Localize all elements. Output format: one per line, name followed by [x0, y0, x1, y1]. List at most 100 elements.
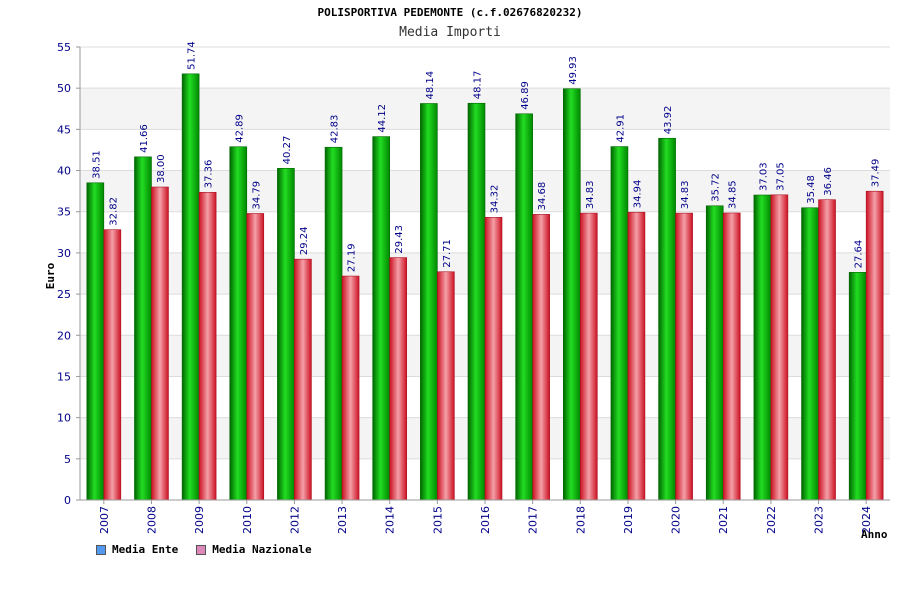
- bar-media-nazionale-2014: [389, 257, 408, 501]
- bar-media-nazionale-2012: [294, 258, 312, 501]
- x-tick-label: 2013: [336, 506, 349, 534]
- data-label: 37.49: [871, 159, 882, 188]
- data-label: 48.17: [473, 71, 484, 100]
- x-tick-label: 2020: [670, 506, 683, 534]
- bar-media-ente-2024: [848, 272, 867, 501]
- data-label: 34.68: [537, 182, 548, 211]
- data-label: 43.92: [663, 106, 674, 135]
- data-label: 38.00: [156, 154, 167, 183]
- y-tick-label: 15: [57, 370, 71, 383]
- bar-media-nazionale-2009: [198, 191, 217, 501]
- chart-title: POLISPORTIVA PEDEMONTE (c.f.02676820232): [317, 6, 583, 19]
- bar-media-ente-2016: [467, 102, 486, 501]
- data-label: 34.79: [251, 181, 262, 210]
- y-tick-label: 10: [57, 412, 71, 425]
- data-label: 42.91: [615, 114, 626, 143]
- bar-media-nazionale-2008: [151, 186, 169, 501]
- data-label: 34.85: [728, 180, 739, 209]
- bar-media-ente-2023: [801, 207, 819, 501]
- data-label: 37.03: [758, 162, 769, 191]
- data-label: 29.24: [299, 227, 310, 256]
- x-tick-label: 2009: [193, 506, 206, 534]
- y-tick-labels: 0 5 10 15 20 25 30 35 40 45 50 55: [57, 41, 71, 507]
- data-label: 35.48: [806, 175, 817, 204]
- legend-swatch: [196, 544, 207, 555]
- x-tick-label: 2008: [145, 506, 158, 534]
- chart-subtitle: Media Importi: [399, 25, 501, 40]
- x-tick-label: 2021: [717, 506, 730, 534]
- data-label: 40.27: [282, 136, 293, 165]
- data-label: 29.43: [394, 225, 405, 254]
- bar-media-ente-2021: [705, 205, 724, 501]
- y-tick-label: 50: [57, 82, 71, 95]
- bar-media-nazionale-2022: [770, 194, 789, 501]
- bar-media-nazionale-2019: [627, 211, 646, 501]
- data-label: 38.51: [91, 150, 102, 179]
- y-tick-label: 25: [57, 288, 71, 301]
- x-axis-label: Anno: [861, 528, 888, 541]
- x-tick-label: 2023: [813, 506, 826, 534]
- data-labels: 38.51 32.82 41.66 38.00 51.74 37.36 42.89 34.79…: [91, 41, 881, 272]
- bar-media-nazionale-2020: [675, 212, 693, 501]
- x-tick-label: 2015: [431, 506, 444, 534]
- data-label: 27.64: [854, 240, 865, 269]
- x-tick-label: 2024: [860, 506, 873, 534]
- bars: [86, 73, 884, 501]
- data-label: 37.36: [204, 160, 215, 189]
- data-label: 27.71: [442, 239, 453, 268]
- y-tick-label: 20: [57, 329, 71, 342]
- bar-media-ente-2022: [753, 194, 772, 501]
- legend-swatch: [96, 544, 106, 555]
- x-tick-label: 2016: [479, 506, 492, 534]
- legend-label: Media Ente: [112, 543, 179, 556]
- data-label: 36.46: [823, 167, 834, 196]
- data-label: 41.66: [139, 124, 150, 153]
- bar-media-nazionale-2016: [484, 217, 503, 501]
- y-axis-label: Euro: [44, 262, 57, 289]
- data-label: 42.83: [330, 115, 341, 144]
- bar-media-ente-2009: [181, 73, 200, 501]
- x-tick-label: 2019: [622, 506, 635, 534]
- bar-media-nazionale-2015: [437, 271, 455, 501]
- bar-media-nazionale-2017: [532, 214, 550, 501]
- data-label: 32.82: [108, 197, 119, 226]
- bar-media-ente-2015: [420, 103, 438, 501]
- y-tick-label: 35: [57, 206, 71, 219]
- data-label: 51.74: [187, 41, 198, 70]
- x-tick-label: 2014: [384, 506, 397, 534]
- y-tick-label: 55: [57, 41, 71, 54]
- bar-media-ente-2013: [324, 146, 343, 501]
- data-label: 35.72: [711, 173, 722, 202]
- bar-media-nazionale-2021: [722, 212, 741, 501]
- data-label: 34.83: [585, 180, 596, 209]
- bar-media-nazionale-2018: [579, 212, 598, 501]
- data-label: 27.19: [347, 243, 358, 272]
- y-tick-label: 5: [64, 453, 71, 466]
- bar-media-ente-2017: [515, 113, 533, 501]
- data-label: 46.89: [520, 81, 531, 110]
- legend-item-media-ente: Media Ente: [96, 543, 178, 556]
- data-label: 34.32: [490, 185, 501, 214]
- data-label: 48.14: [425, 71, 436, 100]
- bar-media-ente-2019: [610, 146, 629, 501]
- x-tick-labels: 2007 2008 2009 2010 2012 2013 2014 2015 2016 2017…: [98, 506, 873, 534]
- y-tick-label: 30: [57, 247, 71, 260]
- data-label: 37.05: [775, 162, 786, 191]
- bar-media-ente-2012: [277, 168, 295, 501]
- legend-label: Media Nazionale: [212, 543, 312, 556]
- bar-media-nazionale-2023: [818, 199, 836, 501]
- data-label: 49.93: [568, 56, 579, 85]
- x-tick-label: 2012: [288, 506, 301, 534]
- legend: Media Ente Media Nazionale: [96, 543, 312, 556]
- bar-media-nazionale-2013: [341, 275, 360, 501]
- x-tick-label: 2022: [765, 506, 778, 534]
- x-tick-label: 2010: [241, 506, 254, 534]
- bar-media-ente-2020: [658, 137, 676, 501]
- data-label: 34.94: [632, 180, 643, 209]
- y-tick-label: 40: [57, 165, 71, 178]
- data-label: 44.12: [377, 104, 388, 133]
- x-tick-label: 2007: [98, 506, 111, 534]
- bar-media-nazionale-2007: [103, 229, 122, 501]
- y-tick-label: 0: [64, 494, 71, 507]
